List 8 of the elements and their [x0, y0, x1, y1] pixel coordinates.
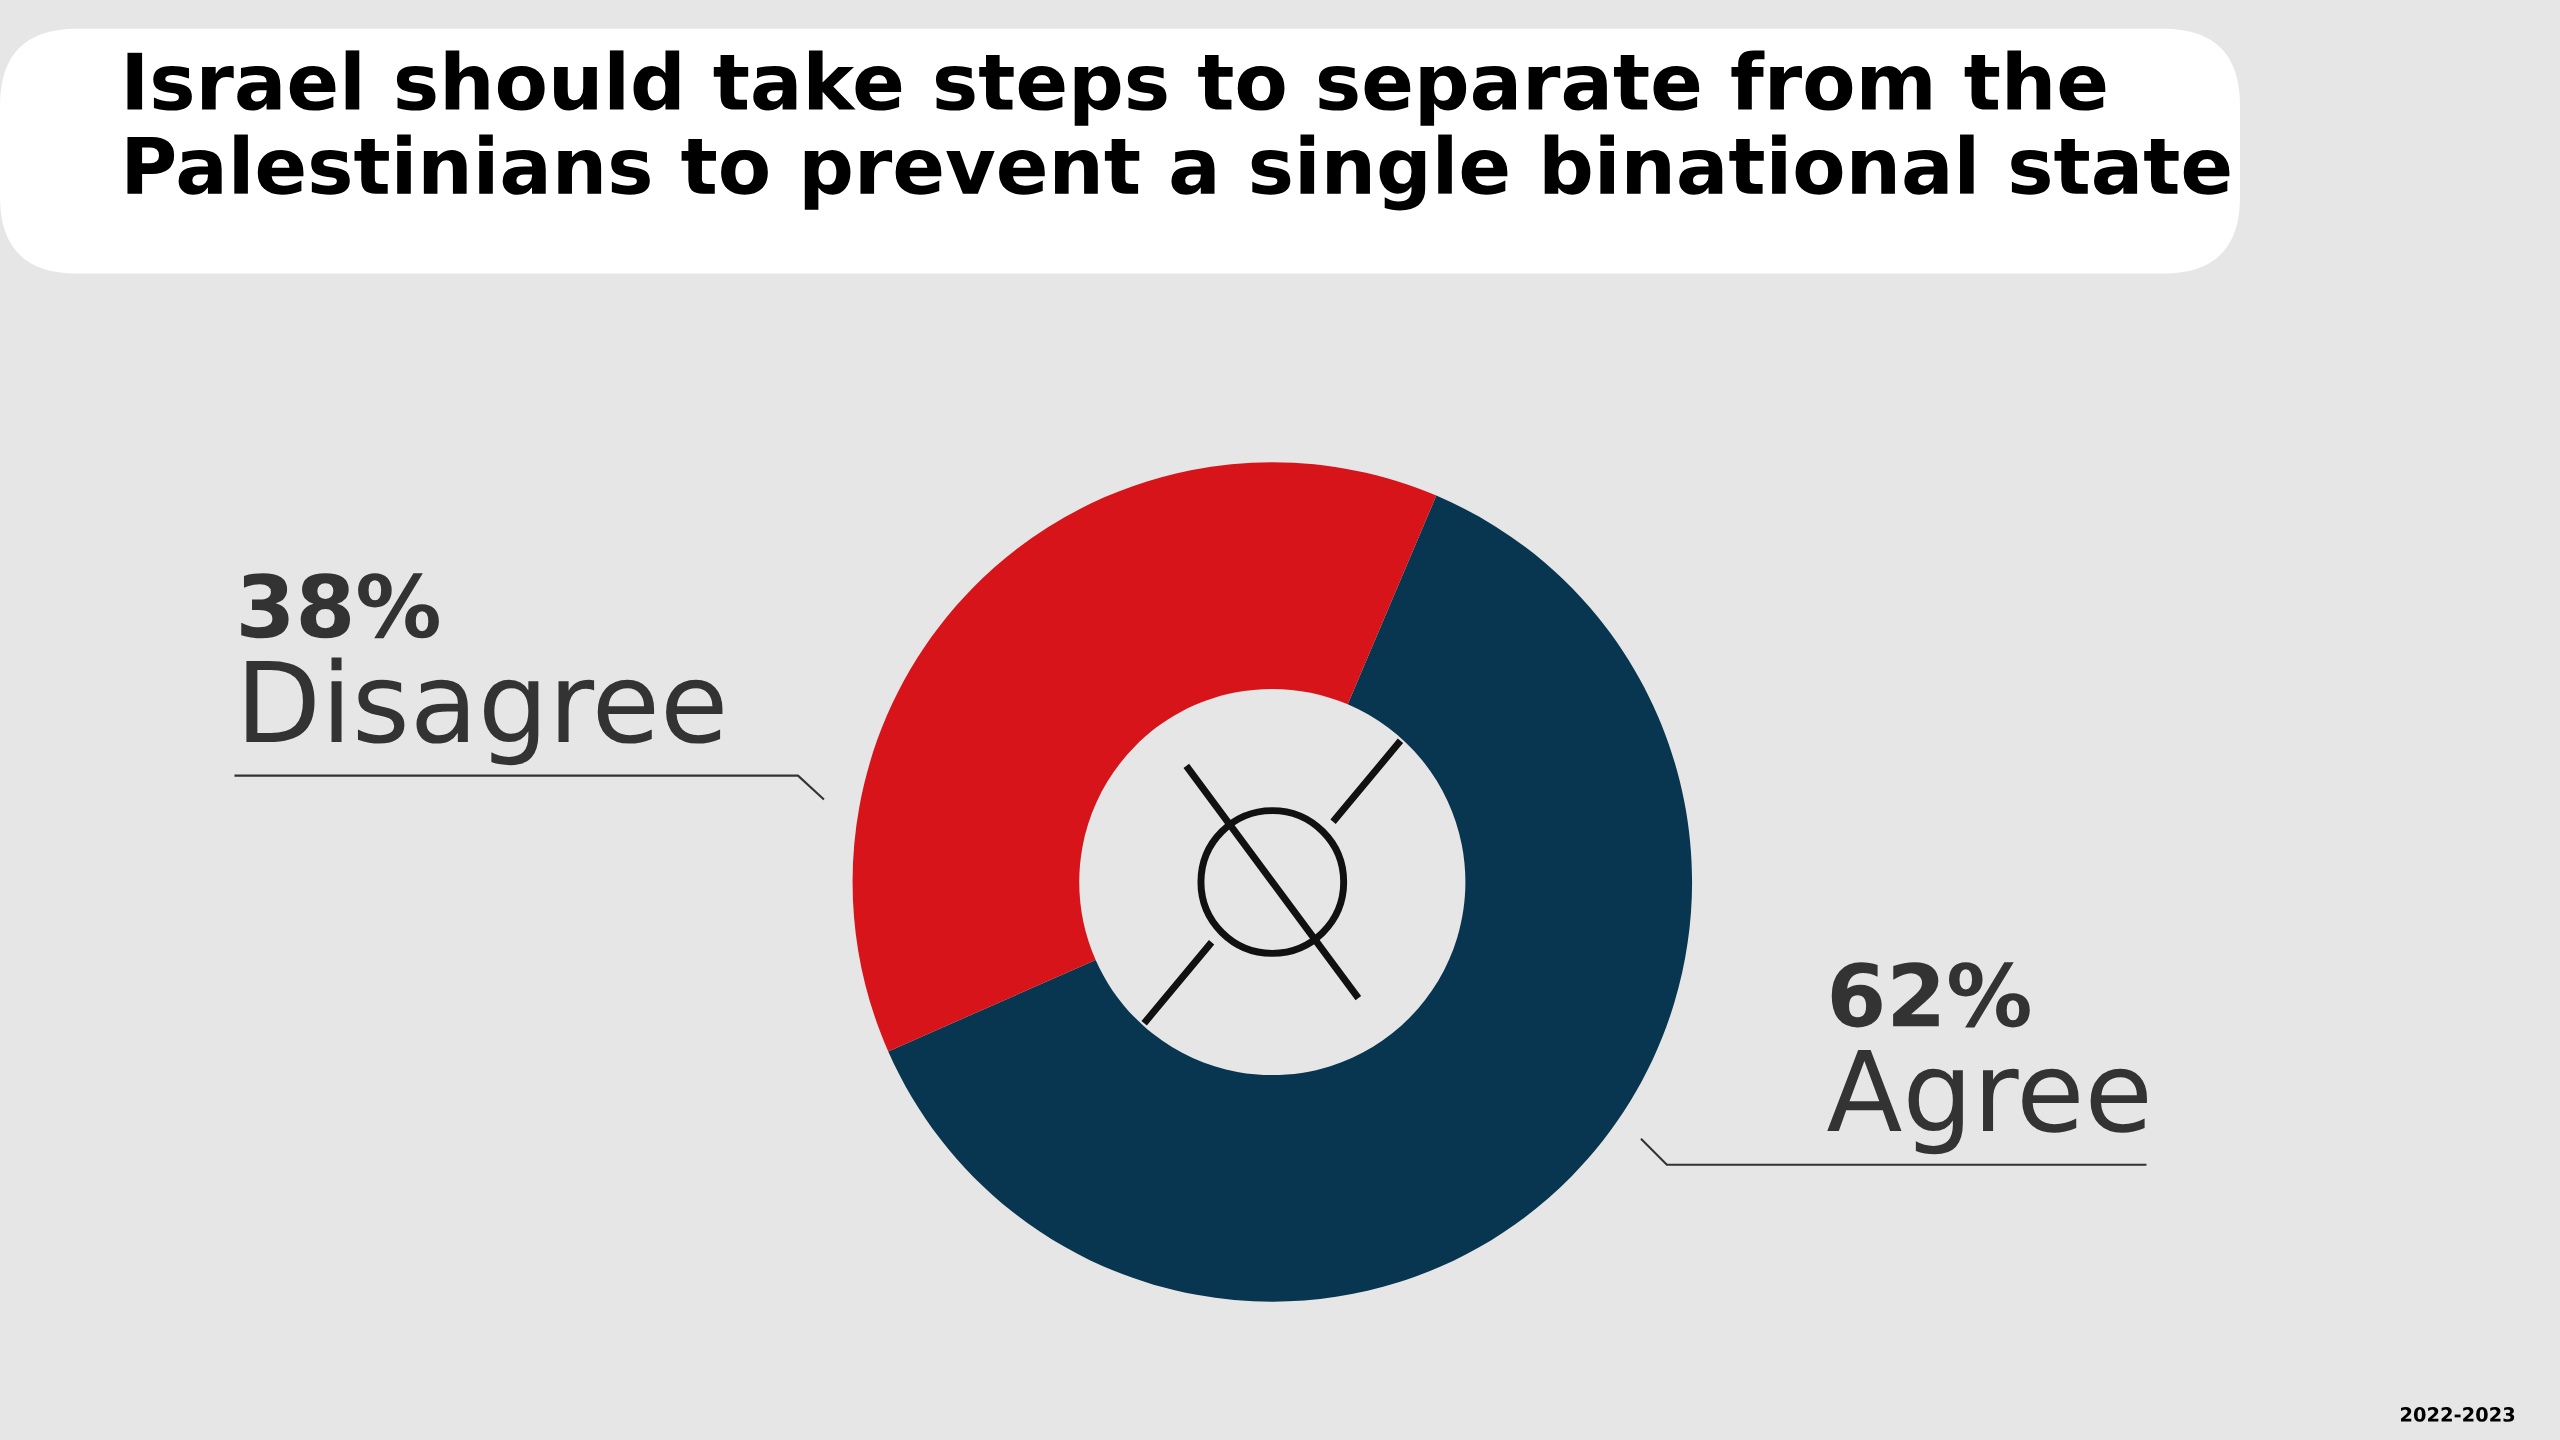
- data-label: 38%: [241, 573, 439, 639]
- chart-title: Israel should take steps to separate from the Palestinians to prevent a single binational state: [127, 50, 2230, 211]
- data-label: 62%: [1831, 962, 2030, 1028]
- donut-slice: [852, 462, 1437, 1052]
- text: 2022-2023: [2400, 1407, 2515, 1422]
- slice-label: Disagree: [246, 657, 723, 766]
- slice-label: Agree: [1827, 1050, 2147, 1155]
- donut-slice: [888, 495, 1693, 1302]
